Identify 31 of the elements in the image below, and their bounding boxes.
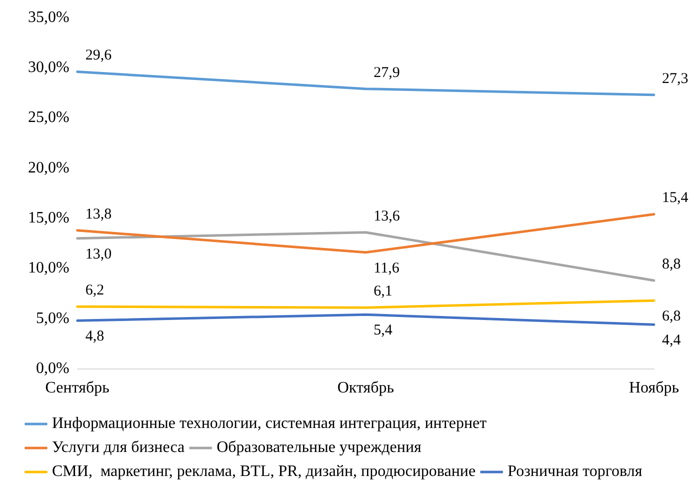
data-label: 11,6: [374, 260, 400, 276]
x-tick-label: Октябрь: [337, 380, 394, 397]
legend-label: Образовательные учреждения: [216, 439, 422, 456]
y-tick-label: 15,0%: [28, 209, 70, 226]
data-label: 13,8: [85, 206, 112, 222]
y-tick-label: 10,0%: [28, 260, 70, 277]
data-label: 13,6: [374, 208, 400, 224]
legend-label: Услуги для бизнеса: [52, 439, 185, 456]
data-label: 6,1: [374, 284, 392, 300]
data-label: 27,3: [662, 70, 688, 87]
data-label: 13,0: [85, 246, 112, 262]
y-tick-label: 25,0%: [28, 109, 70, 126]
data-label: 5,4: [374, 322, 393, 339]
data-label: 8,8: [662, 256, 681, 272]
y-tick-label: 0,0%: [36, 360, 70, 378]
data-label: 4,4: [662, 332, 682, 349]
y-tick-label: 20,0%: [28, 159, 70, 176]
legend-label: Розничная торговля: [508, 463, 643, 480]
y-tick-label: 35,0%: [28, 8, 70, 26]
x-tick-label: Сентябрь: [45, 380, 110, 397]
y-tick-label: 5,0%: [36, 310, 70, 327]
x-tick-label: Ноябрь: [628, 380, 680, 397]
data-label: 15,4: [662, 190, 689, 206]
data-label: 4,8: [85, 328, 104, 345]
legend-label: СМИ, маркетинг, реклама, BTL, PR, дизайн, продюсирование: [52, 463, 476, 480]
data-label: 29,6: [85, 48, 112, 64]
data-label: 6,2: [85, 282, 104, 299]
y-tick-label: 30,0%: [28, 58, 70, 76]
legend-label: Информационные технологии, системная интеграция, интернет: [52, 415, 487, 432]
data-label: 6,8: [662, 308, 681, 325]
data-label: 27,9: [374, 64, 400, 81]
